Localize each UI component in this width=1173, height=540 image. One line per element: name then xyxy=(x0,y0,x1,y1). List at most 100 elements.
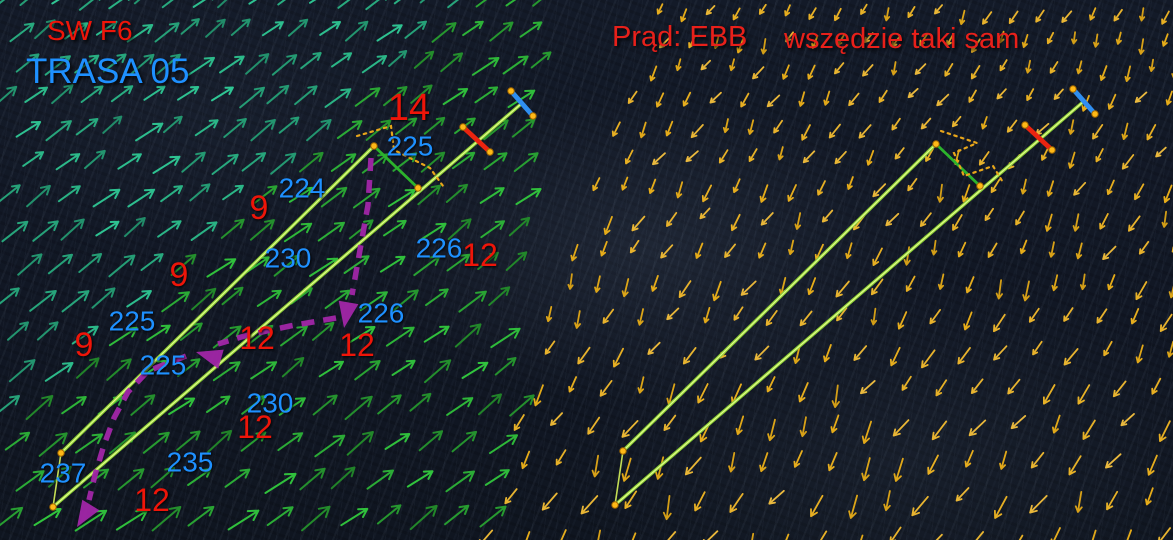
current-arrow xyxy=(612,347,624,368)
current-arrow xyxy=(631,532,637,540)
wind-arrow xyxy=(126,24,154,43)
wind-arrow xyxy=(479,187,505,204)
current-arrow xyxy=(975,531,984,540)
wind-arrow xyxy=(250,361,278,380)
current-arrow xyxy=(621,176,629,191)
wind-arrow xyxy=(359,291,388,312)
wind-arrow xyxy=(264,472,297,494)
wind-arrow xyxy=(317,221,345,242)
current-arrow xyxy=(861,457,871,482)
wind-arrow xyxy=(109,431,136,455)
current-arrow xyxy=(678,280,692,298)
wind-arrow xyxy=(78,0,101,11)
current-arrow xyxy=(970,378,984,394)
wind-arrow xyxy=(393,0,401,5)
wind-arrow xyxy=(157,220,182,238)
start-line xyxy=(460,124,493,155)
current-arrow xyxy=(907,178,918,192)
current-arrow xyxy=(1026,88,1035,101)
current-arrow xyxy=(964,449,974,468)
current-arrow xyxy=(823,90,831,106)
current-arrow xyxy=(1124,65,1131,82)
current-arrow xyxy=(747,119,755,135)
current-arrow xyxy=(1130,308,1140,325)
current-arrow xyxy=(860,3,868,15)
current-arrow xyxy=(690,124,704,139)
current-arrow xyxy=(1161,210,1168,228)
current-arrow xyxy=(937,273,945,290)
current-arrow xyxy=(639,121,647,139)
current-arrow xyxy=(919,33,928,46)
current-arrow xyxy=(748,148,758,162)
current-arrow xyxy=(591,454,600,478)
current-arrow xyxy=(1041,147,1049,161)
wind-arrow xyxy=(505,251,528,271)
current-arrow xyxy=(863,32,874,43)
current-arrow xyxy=(1029,495,1048,514)
wind-arrow xyxy=(75,433,104,454)
current-arrow xyxy=(935,533,943,540)
wind-arrow xyxy=(220,218,245,239)
current-arrow xyxy=(1121,122,1129,140)
current-arrow xyxy=(1006,119,1018,133)
current-arrow xyxy=(1010,415,1027,430)
current-arrow xyxy=(1138,38,1145,55)
wind-arrow xyxy=(458,290,487,313)
wind-arrow xyxy=(61,396,87,415)
current-arrow xyxy=(1135,281,1148,301)
race-mark xyxy=(1048,146,1056,154)
wind-arrow xyxy=(249,219,275,241)
wind-arrow xyxy=(413,50,435,69)
current-arrow xyxy=(1073,181,1087,196)
wind-arrow xyxy=(288,186,314,203)
current-arrow xyxy=(1106,490,1119,511)
wind-arrow xyxy=(51,84,74,105)
maneuver-arrowhead xyxy=(196,349,224,369)
wind-arrow xyxy=(44,362,74,382)
wind-arrow xyxy=(474,86,499,104)
current-arrow xyxy=(703,307,711,324)
current-arrow xyxy=(600,241,608,257)
wind-arrow xyxy=(488,286,511,306)
current-arrow xyxy=(810,494,824,518)
course-annotation-blue: 225 xyxy=(109,306,156,337)
course-annotation-blue: 226 xyxy=(416,233,463,264)
current-arrow xyxy=(1074,491,1083,513)
current-arrow xyxy=(891,61,898,76)
current-arrow xyxy=(1061,10,1073,23)
wind-arrow xyxy=(250,119,276,142)
wind-arrow xyxy=(55,153,81,171)
current-arrow xyxy=(533,384,544,407)
current-arrow xyxy=(1138,240,1150,255)
course-leg-core xyxy=(52,103,522,508)
wind-arrow xyxy=(117,153,142,170)
current-arrow xyxy=(1046,180,1055,197)
wind-arrow xyxy=(240,431,267,452)
current-arrow xyxy=(1139,7,1146,22)
current-arrow xyxy=(999,59,1008,72)
wind-arrow xyxy=(80,85,104,103)
race-courses xyxy=(49,85,1099,511)
wind-arrow xyxy=(352,187,381,209)
wind-arrow xyxy=(384,433,411,450)
current-arrow xyxy=(971,38,981,53)
current-arrow xyxy=(735,415,745,436)
wind-arrow xyxy=(410,84,433,104)
wind-arrow xyxy=(320,186,348,208)
current-arrow xyxy=(760,212,774,226)
wind-arrow xyxy=(223,118,247,138)
current-arrow xyxy=(675,58,682,72)
current-arrow xyxy=(883,7,891,22)
wind-arrow xyxy=(324,88,352,108)
wind-arrow xyxy=(471,57,500,76)
race-mark xyxy=(459,123,467,131)
current-arrow xyxy=(993,313,1006,333)
current-arrow xyxy=(995,279,1003,300)
current-arrow xyxy=(1099,213,1109,230)
wind-arrow xyxy=(205,18,226,38)
race-mark xyxy=(57,449,65,457)
wind-arrow xyxy=(154,22,180,43)
wind-arrow xyxy=(273,254,301,277)
wind-arrow xyxy=(142,431,170,454)
